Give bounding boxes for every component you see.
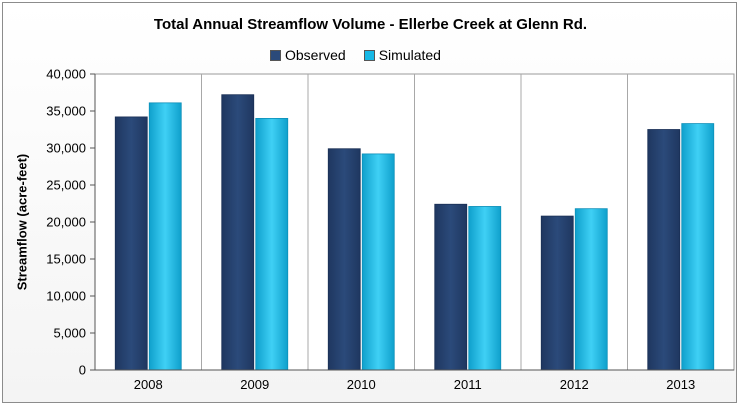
bar-observed-2008 [114, 116, 148, 371]
bar-simulated-2009 [255, 118, 289, 371]
y-tick-label: 40,000 [46, 67, 86, 82]
bar-simulated-2011 [468, 206, 502, 371]
bar-simulated-2008 [148, 102, 182, 371]
bar-observed-2013 [647, 129, 681, 371]
bar-simulated-2012 [574, 208, 608, 371]
x-tick-label: 2013 [666, 377, 695, 392]
y-tick-label: 10,000 [46, 289, 86, 304]
chart-title: Total Annual Streamflow Volume - Ellerbe… [153, 16, 588, 33]
bar-observed-2010 [327, 148, 361, 371]
y-tick-label: 30,000 [46, 141, 86, 156]
bar-observed-2012 [540, 215, 574, 371]
x-tick-label: 2012 [560, 377, 589, 392]
x-tick-label: 2011 [454, 377, 482, 392]
bar-simulated-2013 [681, 123, 715, 371]
legend-label-observed: Observed [285, 47, 346, 63]
x-tick-label: 2010 [347, 377, 376, 392]
y-tick-label: 35,000 [46, 104, 86, 119]
y-tick-label: 5,000 [53, 326, 86, 341]
legend-swatch-simulated [363, 49, 375, 61]
y-tick-label: 25,000 [46, 178, 86, 193]
bar-simulated-2010 [361, 153, 395, 371]
x-tick-label: 2008 [134, 377, 163, 392]
legend-swatch-observed [270, 49, 281, 61]
y-tick-label: 20,000 [46, 215, 86, 230]
legend-item-observed: Observed [270, 47, 346, 63]
bar-observed-2011 [434, 203, 468, 371]
legend-label-simulated: Simulated [378, 47, 441, 63]
y-tick-label: 15,000 [46, 252, 86, 267]
legend-item-simulated: Simulated [363, 47, 441, 63]
bar-observed-2009 [221, 94, 255, 371]
x-tick-label: 2009 [240, 377, 269, 392]
chart-legend: Observed Simulated [270, 47, 441, 63]
y-tick-label: 0 [79, 363, 86, 378]
